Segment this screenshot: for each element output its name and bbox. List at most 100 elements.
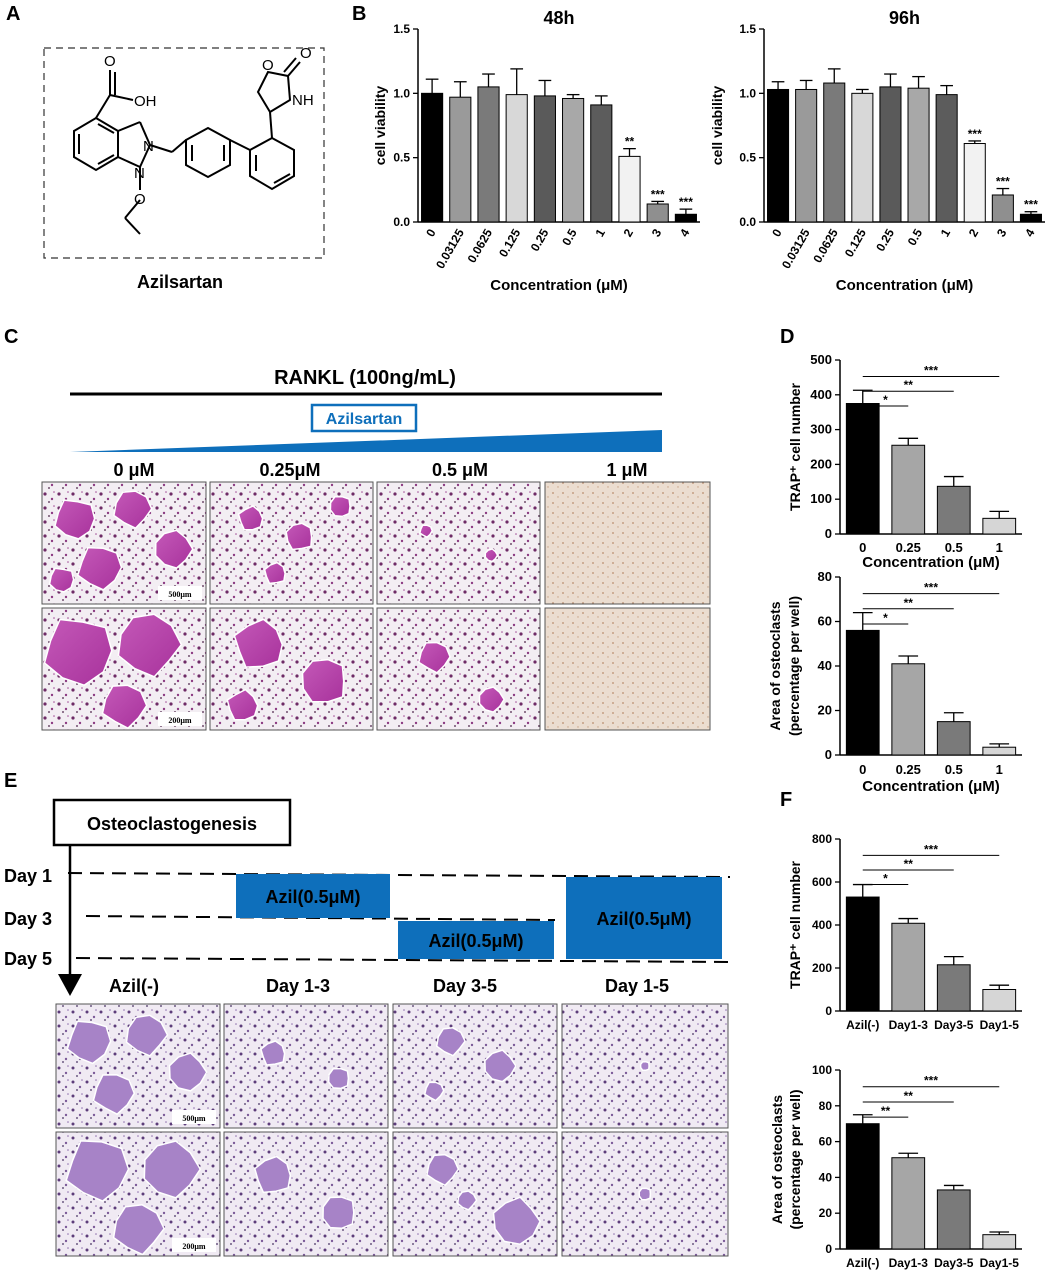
osteoclast-cell xyxy=(263,561,286,585)
micrograph-e-top xyxy=(561,1003,729,1129)
x-tick-label: 0.03125 xyxy=(779,226,813,271)
bar xyxy=(795,88,818,223)
y-tick-label: 0 xyxy=(825,526,832,541)
significance-label: *** xyxy=(679,195,693,209)
micrograph-background xyxy=(223,1131,389,1257)
significance-label: *** xyxy=(924,842,938,856)
x-tick-label: 2 xyxy=(966,226,982,239)
y-tick-label: 60 xyxy=(818,614,832,629)
x-tick-label: 0.0625 xyxy=(810,226,841,265)
cond-e-2: Day 3-5 xyxy=(433,976,497,996)
x-tick-label: 0.125 xyxy=(496,226,523,259)
treatment-bar-day1-3 xyxy=(236,874,390,918)
micrograph-background xyxy=(376,481,541,605)
micrograph-c-bottom xyxy=(544,607,711,731)
y-tick-label: 0 xyxy=(825,1004,832,1018)
x-tick-label: 0 xyxy=(859,762,866,777)
atom-o-carbonyl: O xyxy=(300,45,312,62)
osteoclast-cell xyxy=(322,1196,355,1230)
x-tick-label: 1 xyxy=(938,226,954,239)
bar xyxy=(562,97,585,223)
osteoclast-cell xyxy=(92,1074,136,1116)
micrograph-background xyxy=(544,607,711,731)
day3-dash xyxy=(85,915,556,921)
x-tick-label: 4 xyxy=(677,226,693,239)
atom-o: O xyxy=(104,53,116,70)
osteoclast-cell xyxy=(285,522,313,551)
timeline-arrow-head xyxy=(58,974,82,996)
micrograph-c-top xyxy=(209,481,374,605)
atom-o-ethoxy: O xyxy=(134,191,146,208)
bar xyxy=(982,1234,1017,1250)
osteoclast-cell xyxy=(492,1196,541,1245)
bar xyxy=(936,1189,971,1250)
panel-label-b: B xyxy=(352,3,366,25)
osteoclast-cell xyxy=(435,1027,466,1057)
osteoclast-cell xyxy=(253,1155,292,1194)
scale-bar-box xyxy=(158,586,202,600)
osteoclast-cell xyxy=(112,1204,165,1256)
y-tick-label: 100 xyxy=(812,1063,832,1077)
bar xyxy=(851,92,874,223)
micrograph-e-top xyxy=(392,1003,558,1129)
osteoclast-cell xyxy=(168,1052,208,1092)
day-label-5: Day 5 xyxy=(4,949,52,969)
osteoclast-cell xyxy=(233,618,284,668)
bar xyxy=(646,203,669,223)
y-tick-label: 20 xyxy=(818,703,832,718)
panel-label-a: A xyxy=(6,3,20,25)
y-tick-label: 0.0 xyxy=(393,215,410,229)
x-tick-label: 0.03125 xyxy=(433,226,467,271)
x-axis-title: Concentration (μM) xyxy=(490,277,628,294)
significance-label: *** xyxy=(996,175,1010,189)
molecule-bonds xyxy=(73,57,301,235)
x-tick-label: 1 xyxy=(996,540,1003,555)
y-axis-title-line2: (percentage per well) xyxy=(786,596,802,736)
compound-name: Azilsartan xyxy=(137,272,223,292)
rankl-label: RANKL (100ng/mL) xyxy=(274,367,456,389)
bar xyxy=(845,629,880,756)
osteoclast-cell xyxy=(484,1049,517,1083)
bar xyxy=(936,485,971,535)
bar xyxy=(963,143,986,223)
osteoclast-cell xyxy=(54,499,96,540)
bar xyxy=(674,213,697,223)
micrograph-e-bottom xyxy=(561,1131,729,1257)
x-tick-label: 0 xyxy=(859,540,866,555)
y-tick-label: 1.5 xyxy=(739,22,756,36)
bar xyxy=(907,87,930,223)
bar xyxy=(823,82,846,223)
bar xyxy=(845,403,880,535)
osteoclastogenesis-box xyxy=(52,798,292,847)
bar xyxy=(991,194,1014,223)
x-tick-label: 0.5 xyxy=(945,762,963,777)
x-axis-title: Concentration (μM) xyxy=(862,778,1000,795)
significance-label: ** xyxy=(904,857,914,871)
atom-oh: OH xyxy=(134,93,157,110)
x-tick-label: Day1-3 xyxy=(889,1018,929,1032)
bar xyxy=(891,922,926,1012)
bar xyxy=(891,663,926,756)
scale-bar-box xyxy=(158,712,202,726)
micrograph-background xyxy=(544,481,711,605)
micrograph-background xyxy=(223,1003,389,1129)
osteoclast-cell xyxy=(457,1190,478,1211)
micrograph-c-bottom xyxy=(209,607,374,731)
osteoclast-cell xyxy=(101,684,148,730)
osteoclast-cell xyxy=(66,1020,112,1065)
micrograph-c-top: 500μm xyxy=(41,481,207,605)
x-tick-label: Day1-3 xyxy=(889,1256,929,1270)
y-axis-title: TRAP⁺ cell number xyxy=(787,860,803,989)
structure-frame xyxy=(43,47,325,259)
bar xyxy=(590,104,613,223)
micrograph-c-bottom: 200μm xyxy=(41,607,207,731)
significance-label: *** xyxy=(651,187,665,201)
y-tick-label: 20 xyxy=(819,1206,833,1220)
cond-label-2: 0.5 μM xyxy=(432,460,488,480)
